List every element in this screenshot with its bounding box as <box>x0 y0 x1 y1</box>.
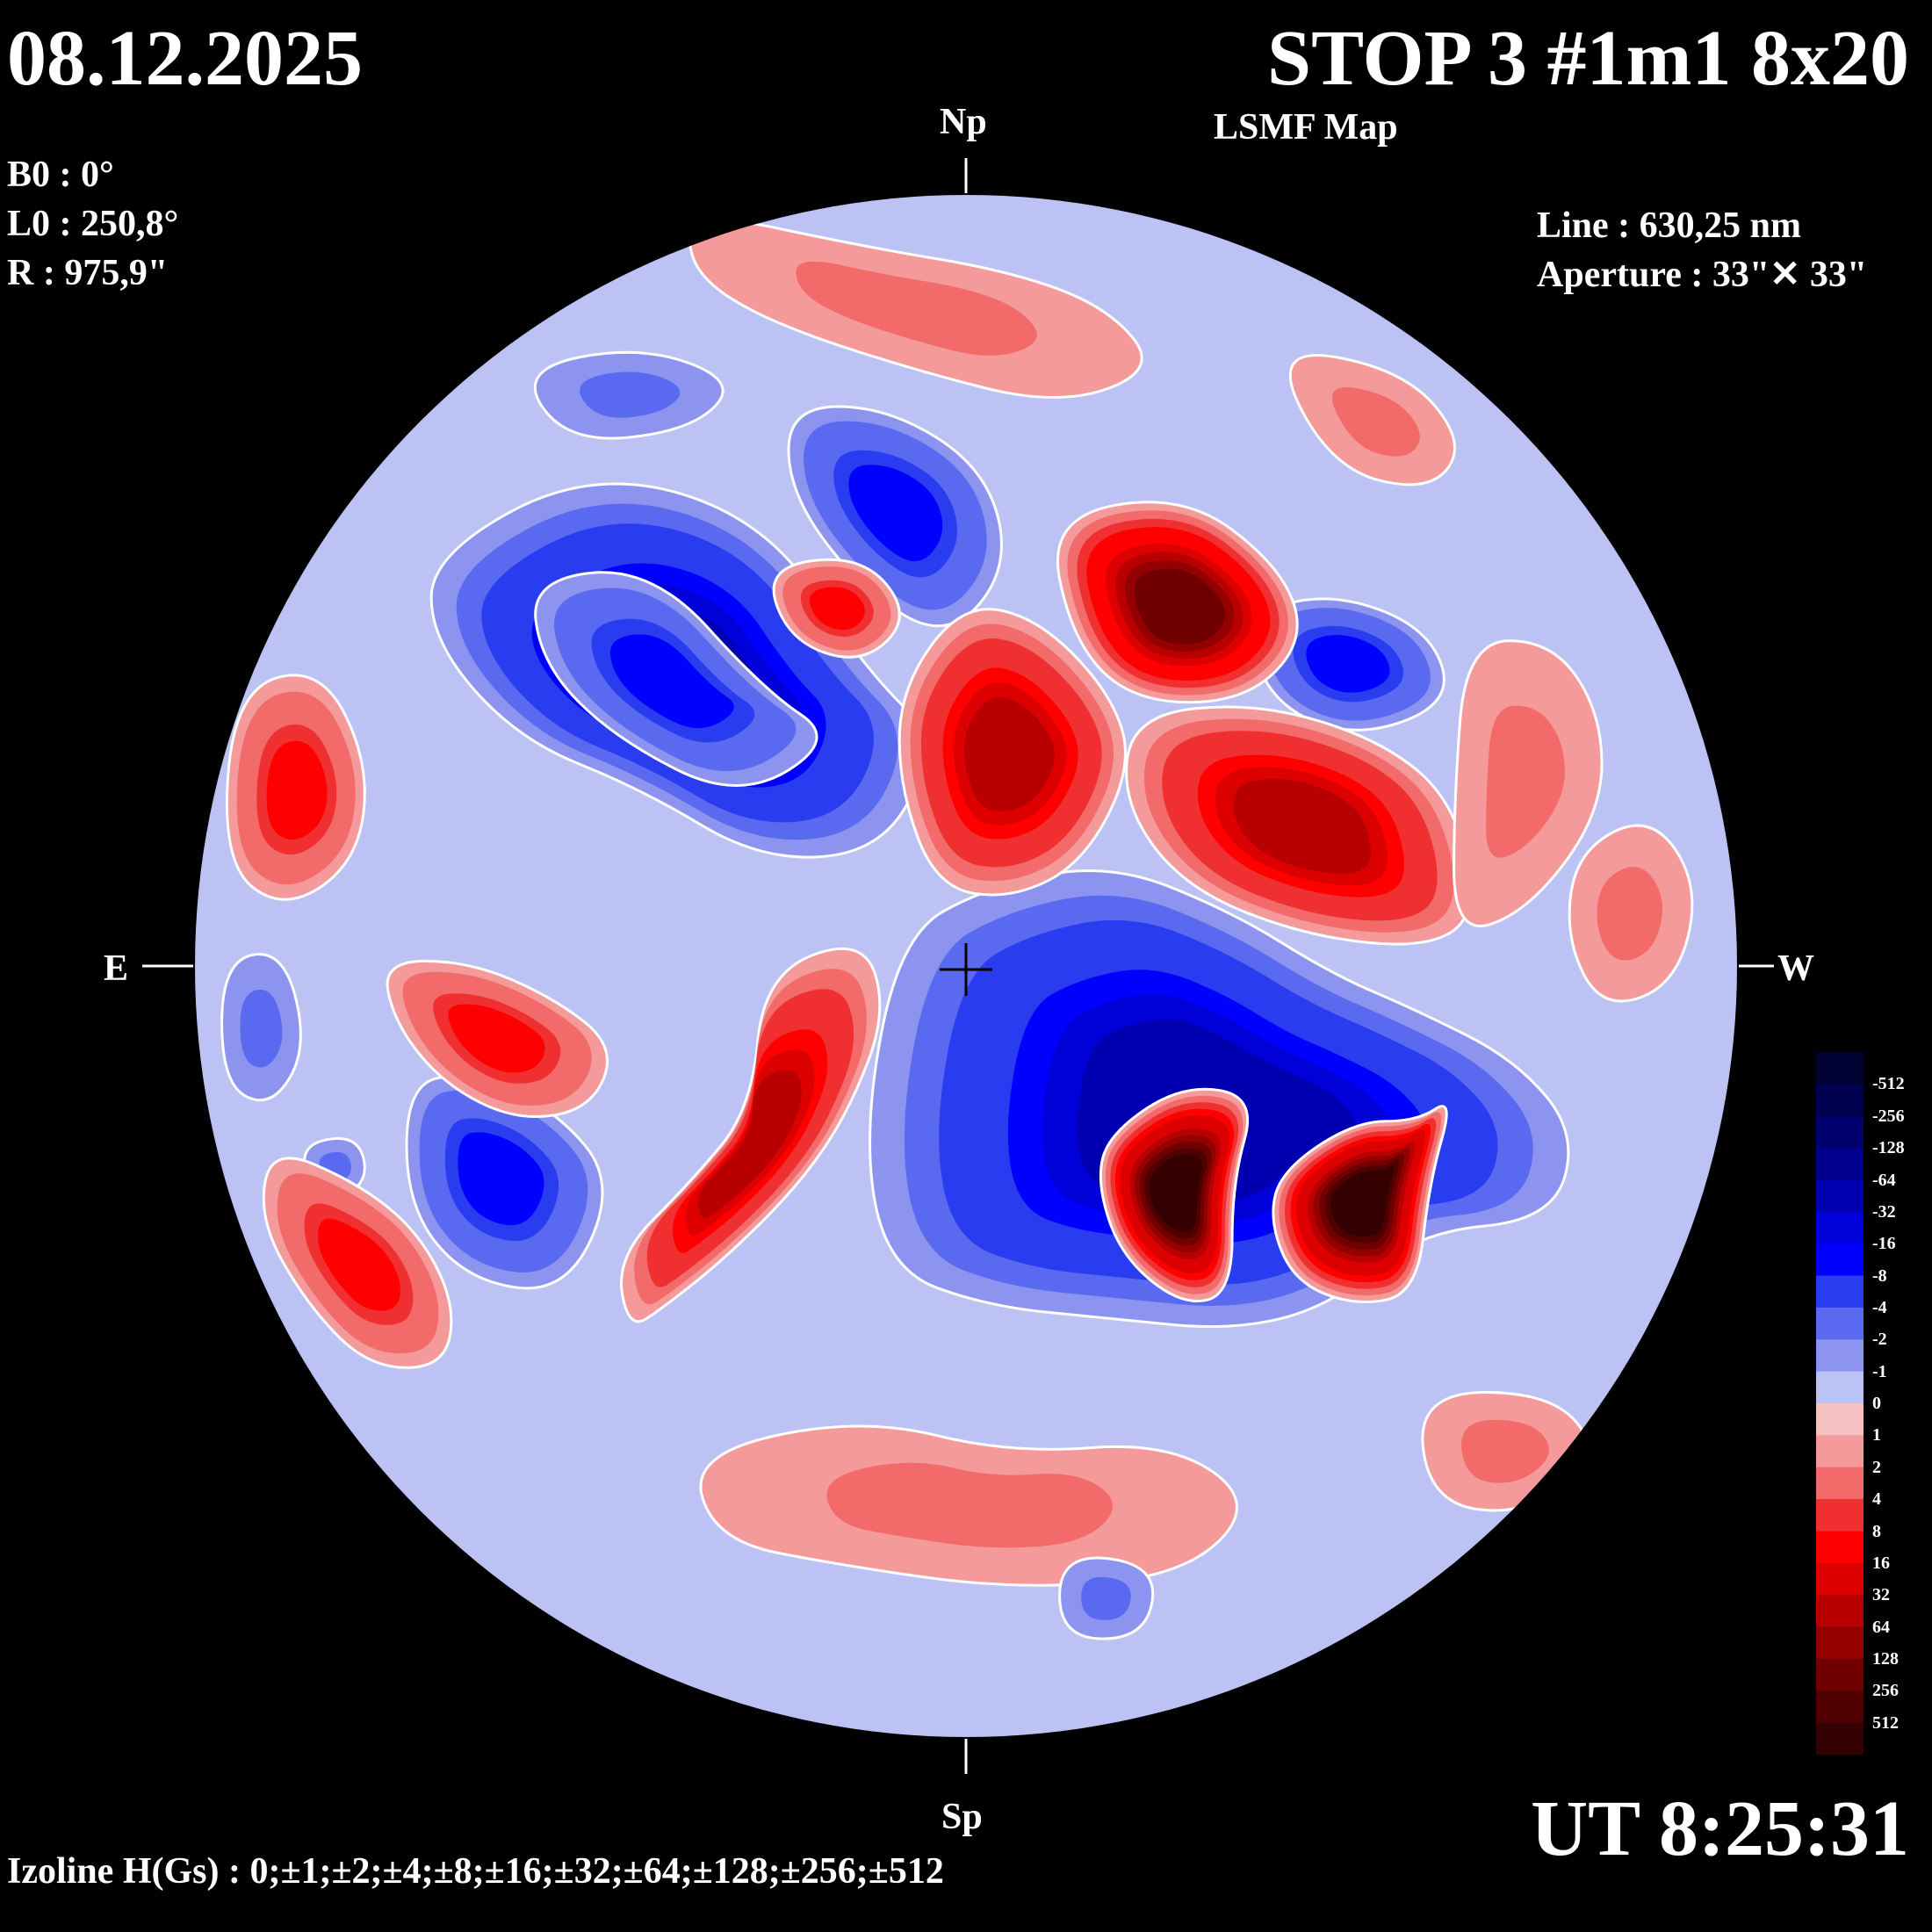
positive-field-region-14-level-6 <box>698 1070 802 1219</box>
negative-field-region-26-level-2 <box>1591 437 1644 500</box>
color-scale-label: -64 <box>1872 1170 1896 1190</box>
color-scale-band <box>1816 1722 1864 1755</box>
positive-field-region-9-level-6 <box>964 696 1056 811</box>
color-scale-bar <box>1816 1052 1864 1755</box>
positive-field-region-20-level-2 <box>796 261 1037 356</box>
color-scale-band <box>1816 1531 1864 1564</box>
color-scale-band <box>1816 1275 1864 1308</box>
color-scale-label: 128 <box>1872 1648 1899 1669</box>
color-scale-band <box>1816 1211 1864 1244</box>
magnetic-field-regions <box>220 220 1694 1640</box>
color-scale-label: 2 <box>1872 1457 1881 1477</box>
color-scale-label: 64 <box>1872 1617 1890 1637</box>
color-scale-band <box>1816 1052 1864 1085</box>
color-scale-band <box>1816 1084 1864 1117</box>
aperture: Aperture : 33"✕ 33" <box>1537 255 1868 295</box>
color-scale-label: -128 <box>1872 1138 1905 1158</box>
color-scale-band <box>1816 1339 1864 1373</box>
color-scale-label: 1 <box>1872 1425 1881 1445</box>
color-scale-label: -4 <box>1872 1297 1887 1317</box>
spectral-line: Line : 630,25 nm <box>1537 205 1802 246</box>
negative-field-region-2-level-4 <box>848 465 943 562</box>
instrument-info: Line : 630,25 nm Aperture : 33"✕ 33" <box>1537 207 1867 306</box>
positive-field-region-21-level-2 <box>1331 386 1420 457</box>
color-scale-label: 32 <box>1872 1585 1890 1605</box>
color-scale-band <box>1816 1658 1864 1691</box>
positive-field-region-10-level-6 <box>1233 779 1372 874</box>
east-label: E <box>104 948 129 989</box>
positive-field-region-13-level-10 <box>1330 1165 1395 1237</box>
north-pole-label: Np <box>940 102 987 142</box>
positive-field-region-11-level-2 <box>1486 705 1565 858</box>
color-scale-band <box>1816 1435 1864 1468</box>
l0-value: L0 : 250,8° <box>7 204 179 244</box>
positive-field-region-18-level-4 <box>809 587 865 631</box>
color-scale-label: 512 <box>1872 1712 1899 1733</box>
positive-field-region-17-level-4 <box>317 1218 400 1311</box>
color-scale-label: 8 <box>1872 1521 1881 1541</box>
negative-field-region-6-level-2 <box>240 989 283 1068</box>
positive-field-region-22-level-2 <box>826 1462 1113 1548</box>
color-scale-band <box>1816 1562 1864 1596</box>
positive-field-region-19-level-2 <box>1597 866 1663 961</box>
color-scale-label: -16 <box>1872 1234 1896 1254</box>
color-scale-band <box>1816 1371 1864 1404</box>
color-scale-label: 256 <box>1872 1681 1899 1701</box>
izoline-levels: Izoline H(Gs) : 0;±1;±2;±4;±8;±16;±32;±6… <box>7 1851 944 1892</box>
color-scale-band <box>1816 1626 1864 1660</box>
color-scale-label: -256 <box>1872 1106 1905 1126</box>
color-scale-label: -512 <box>1872 1074 1905 1094</box>
color-scale-label: -1 <box>1872 1361 1887 1381</box>
color-scale-band <box>1816 1115 1864 1149</box>
color-scale-band <box>1816 1595 1864 1628</box>
b0-value: B0 : 0° <box>7 155 114 195</box>
color-scale-band <box>1816 1499 1864 1532</box>
positive-field-region-15-level-4 <box>448 1004 545 1073</box>
color-scale-label: -2 <box>1872 1330 1887 1350</box>
color-scale-label: 0 <box>1872 1394 1881 1413</box>
color-scale-band <box>1816 1307 1864 1340</box>
ut-time: UT 8:25:31 <box>1531 1785 1909 1872</box>
negative-field-region-4-level-4 <box>458 1132 544 1226</box>
west-label: W <box>1777 948 1814 989</box>
positive-field-region-12-level-10 <box>1149 1154 1203 1232</box>
color-scale-label: 4 <box>1872 1489 1881 1510</box>
solar-parameters: B0 : 0° L0 : 250,8° R : 975,9" <box>7 156 178 304</box>
negative-field-region-1-level-4 <box>609 634 734 729</box>
positive-field-region-23-level-2 <box>1461 1419 1549 1483</box>
color-scale-band <box>1816 1403 1864 1436</box>
positive-field-region-16-level-4 <box>266 740 328 840</box>
color-scale-band <box>1816 1690 1864 1724</box>
negative-field-region-25-level-2 <box>1081 1576 1131 1620</box>
map-title: STOP 3 #1m1 8x20 <box>1267 15 1909 102</box>
south-pole-label: Sp <box>941 1797 983 1837</box>
negative-field-region-26-level-1 <box>1580 423 1655 513</box>
center-crosshair <box>940 943 992 996</box>
color-scale-label: -8 <box>1872 1265 1887 1286</box>
positive-field-region-8-level-8 <box>1134 568 1225 645</box>
negative-field-region-24-level-2 <box>580 371 681 418</box>
color-scale-band <box>1816 1148 1864 1181</box>
map-subtitle: LSMF Map <box>1214 107 1398 148</box>
color-scale-labels: -512 -256 -128 -64 -32 -16 -8 -4 -2 -1 0 1 2 4 8 16 32 64… <box>1872 1052 1930 1755</box>
color-scale-label: -32 <box>1872 1201 1896 1222</box>
color-scale-label: 16 <box>1872 1553 1890 1573</box>
negative-field-region-5-level-4 <box>1306 635 1390 693</box>
observation-date: 08.12.2025 <box>7 15 363 102</box>
color-scale-band <box>1816 1244 1864 1277</box>
color-scale-band <box>1816 1467 1864 1500</box>
compass-ticks <box>142 158 1774 1774</box>
radius-value: R : 975,9" <box>7 253 169 293</box>
color-scale-band <box>1816 1179 1864 1213</box>
